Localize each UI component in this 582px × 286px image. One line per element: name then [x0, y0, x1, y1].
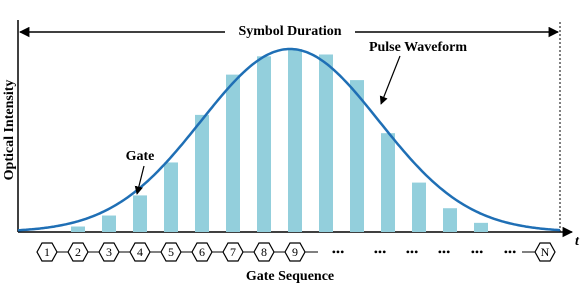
waveform-arrow [379, 55, 401, 105]
gate-index: 6 [199, 245, 205, 259]
gate-bar [350, 80, 364, 232]
gate-hexagon [67, 242, 89, 262]
gate-index: 3 [106, 245, 112, 259]
label-bg [225, 22, 355, 42]
gate-label: Gate [126, 149, 155, 164]
gate-index: 1 [44, 245, 50, 259]
gate-hexagon [191, 242, 213, 262]
gate-index: 2 [75, 245, 81, 259]
gate-hexagon [160, 242, 182, 262]
gate-index: ••• [438, 245, 451, 259]
gate-index: ••• [406, 245, 419, 259]
gate-index: ••• [471, 245, 484, 259]
gate-index: ••• [504, 245, 517, 259]
gate-bar [443, 208, 457, 232]
time-label: t [575, 234, 580, 249]
gate-index: 7 [230, 245, 236, 259]
gate-bar [412, 182, 426, 232]
gate-bar [226, 74, 240, 233]
gate-index: 4 [137, 245, 143, 259]
gate-index: 9 [292, 245, 298, 259]
gate-hexagon [284, 242, 306, 262]
gate-bar [133, 195, 147, 232]
gate-hexagon [98, 242, 120, 262]
gate-bar [102, 215, 116, 232]
gate-arrow [134, 165, 145, 195]
gate-bar [288, 49, 302, 232]
gate-hexagon [534, 242, 556, 262]
gate-bar [319, 54, 333, 232]
waveform-label: Pulse Waveform [369, 40, 467, 55]
gate-bar [381, 133, 395, 232]
gate-index: ••• [374, 245, 387, 259]
pulse-waveform [17, 47, 561, 232]
gate-index: N [541, 245, 550, 259]
duration-label: Symbol Duration [238, 24, 341, 39]
gate-bar [164, 162, 178, 232]
gate-hexagon [253, 242, 275, 262]
gate-bar [257, 56, 271, 232]
gate-bar [474, 222, 488, 232]
gate-hexagon [222, 242, 244, 262]
x-axis-label: Gate Sequence [246, 269, 334, 284]
gate-index: 5 [168, 245, 174, 259]
gate-hexagon [36, 242, 58, 262]
gate-bar [71, 226, 85, 232]
gate-hexagon [129, 242, 151, 262]
gate-index: 8 [261, 245, 267, 259]
gate-bar [195, 114, 209, 232]
y-axis-label: Optical Intensity [2, 80, 17, 181]
gate-index: ••• [332, 245, 345, 259]
